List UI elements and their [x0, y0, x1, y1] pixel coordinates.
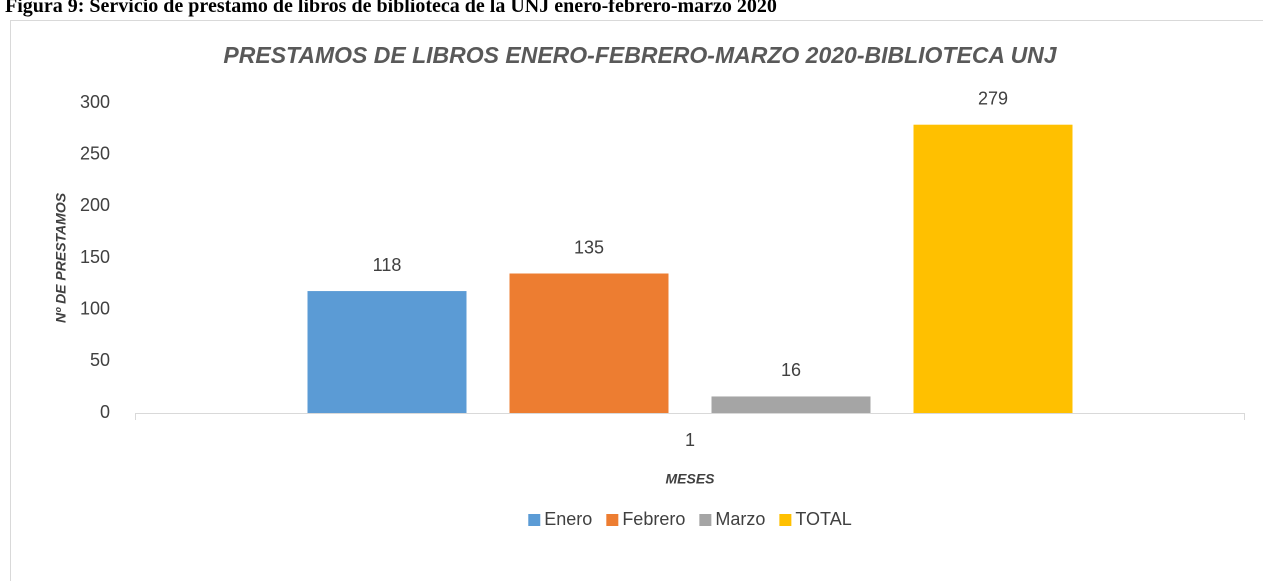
bar	[913, 124, 1073, 413]
x-axis-label: MESES	[665, 471, 715, 487]
y-tick-label: 0	[100, 402, 110, 422]
legend-swatch	[779, 514, 792, 526]
x-tick-label: 1	[685, 430, 695, 450]
legend-label: TOTAL	[795, 509, 851, 529]
figure-caption: Figura 9: Servicio de prestamo de libros…	[5, 0, 777, 17]
legend-label: Marzo	[715, 509, 765, 529]
y-tick-label: 200	[80, 195, 110, 215]
bar	[711, 396, 871, 413]
bar	[307, 291, 467, 413]
chart-title: PRESTAMOS DE LIBROS ENERO-FEBRERO-MARZO …	[223, 42, 1057, 68]
y-tick-label: 100	[80, 298, 110, 318]
bar	[509, 273, 669, 413]
y-tick-label: 150	[80, 247, 110, 267]
y-tick-label: 50	[90, 350, 110, 370]
y-tick-label: 300	[80, 92, 110, 112]
legend-label: Febrero	[622, 509, 685, 529]
legend-label: Enero	[544, 509, 592, 529]
legend-swatch	[528, 514, 541, 526]
data-label: 118	[373, 255, 402, 275]
data-label: 135	[574, 237, 604, 257]
data-label: 279	[978, 88, 1008, 108]
data-label: 16	[781, 360, 801, 380]
y-tick-label: 250	[80, 143, 110, 163]
legend-swatch	[699, 514, 712, 526]
y-axis-label: Nº DE PRESTAMOS	[53, 192, 69, 323]
legend-swatch	[606, 514, 619, 526]
